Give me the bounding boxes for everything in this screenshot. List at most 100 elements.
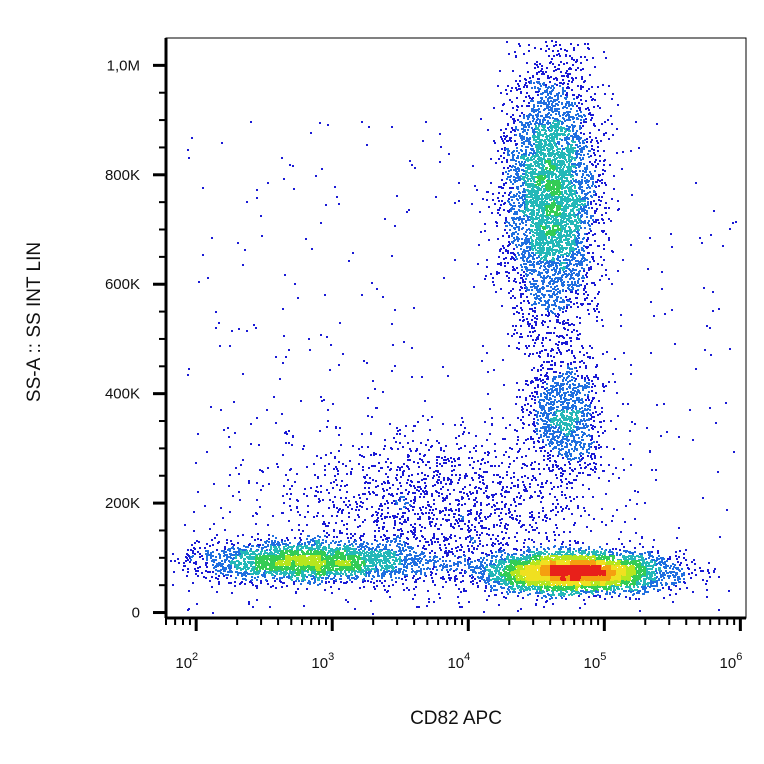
event-dot [308,338,310,340]
event-dot [215,569,217,571]
event-dot [562,457,564,459]
event-dot [581,179,583,181]
event-dot [304,542,306,544]
event-dot [255,523,257,525]
event-dot [715,422,717,424]
event-dot [631,552,633,554]
event-dot [534,391,536,393]
event-dot [445,507,447,509]
event-dot [522,281,524,283]
event-dot [562,289,564,291]
event-dot [512,266,514,268]
event-dot [425,444,427,446]
event-dot [509,511,511,513]
event-dot [571,102,573,104]
event-dot [591,458,593,460]
event-dot [361,294,363,296]
event-dot [525,221,527,223]
event-dot [523,546,525,548]
event-dot [588,269,590,271]
event-dot [410,500,412,502]
event-dot [533,421,535,423]
event-dot [206,451,208,453]
event-dot [206,566,208,568]
event-dot [516,89,518,91]
event-dot [549,295,551,297]
event-dot [594,191,596,193]
event-dot [202,558,204,560]
event-dot [560,546,562,548]
event-dot [172,553,174,555]
event-dot [593,420,595,422]
event-dot [491,494,493,496]
event-dot [531,319,533,321]
event-dot [530,100,532,102]
event-dot [546,67,548,69]
event-dot [577,293,579,295]
event-dot [591,223,593,225]
event-dot [433,514,435,516]
event-dot [454,465,456,467]
event-dot [594,407,596,409]
event-dot [472,571,474,573]
event-dot [401,578,403,580]
event-dot [512,288,514,290]
event-dot [256,599,258,601]
event-dot [436,556,438,558]
event-dot [428,449,430,451]
event-dot [255,327,257,329]
event-dot [513,221,515,223]
event-dot [510,169,512,171]
event-dot [305,238,307,240]
event-dot [569,324,571,326]
event-dot [589,463,591,465]
event-dot [210,555,212,557]
event-dot [516,258,518,260]
event-dot [639,590,641,592]
event-dot [248,480,250,482]
event-dot [519,448,521,450]
event-dot [546,464,548,466]
event-dot [357,514,359,516]
event-dot [566,377,568,379]
event-dot [362,543,364,545]
event-dot [594,170,596,172]
event-dot [457,522,459,524]
event-dot [468,565,470,567]
event-dot [603,386,605,388]
event-dot [541,322,543,324]
event-dot [408,209,410,211]
event-dot [586,138,588,140]
event-dot [457,557,459,559]
event-dot [503,247,505,249]
event-dot [578,107,580,109]
event-dot [324,465,326,467]
event-dot [246,201,248,203]
event-dot [528,105,530,107]
event-dot [442,500,444,502]
event-dot [516,347,518,349]
event-dot [567,119,569,121]
event-dot [599,160,601,162]
event-dot [417,473,419,475]
event-dot [582,238,584,240]
event-dot [582,280,584,282]
event-dot [574,357,576,359]
event-dot [586,239,588,241]
event-dot [695,574,697,576]
event-dot [464,555,466,557]
event-dot [534,63,536,65]
event-dot [669,575,671,577]
event-dot [424,474,426,476]
event-dot [333,504,335,506]
event-dot [576,118,578,120]
event-dot [299,537,301,539]
event-dot [558,306,560,308]
event-dot [276,463,278,465]
event-dot [425,562,427,564]
event-dot [570,340,572,342]
event-dot [529,353,531,355]
event-dot [539,430,541,432]
event-dot [306,495,308,497]
event-dot [534,301,536,303]
